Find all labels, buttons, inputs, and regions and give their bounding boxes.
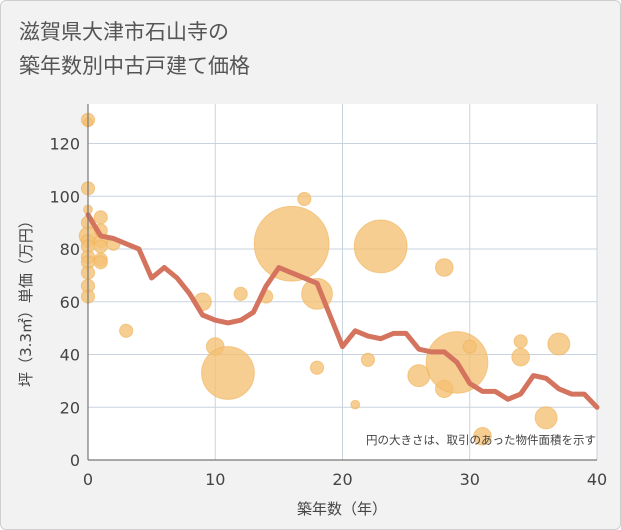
bubble-point	[350, 399, 361, 410]
bubble-point	[201, 346, 255, 400]
bubble-point	[547, 332, 571, 356]
x-axis-label: 築年数（年）	[297, 500, 387, 518]
bubble-point	[93, 210, 108, 225]
bubble-point	[253, 205, 330, 282]
y-tick-label: 40	[60, 346, 80, 365]
y-tick-label: 80	[60, 240, 80, 259]
bubble-point	[360, 352, 376, 367]
bubble-point	[513, 334, 528, 349]
y-tick-label: 20	[60, 398, 80, 417]
trend-line	[85, 212, 600, 410]
x-tick-label: 20	[332, 470, 352, 489]
y-tick-label: 0	[70, 451, 80, 470]
y-tick-label: 120	[49, 135, 80, 154]
x-tick-label: 40	[587, 470, 607, 489]
axes: 0 20 40 60 80 100 120 0 10 20 30 40	[49, 104, 607, 489]
x-tick-label: 10	[205, 470, 225, 489]
bubble-point	[93, 239, 108, 254]
y-tick-label: 100	[49, 187, 80, 206]
chart-title-line-2: 築年数別中古戸建て価格	[19, 54, 250, 78]
x-tick-label: 30	[460, 470, 480, 489]
bubble-point	[233, 286, 248, 301]
chart-title-line-1: 滋賀県大津市石山寺の	[19, 20, 229, 44]
bubble-point	[93, 255, 108, 270]
bubble-point	[473, 426, 492, 446]
bubble-point	[309, 360, 325, 375]
bubble-point	[119, 323, 134, 338]
y-tick-label: 60	[60, 293, 80, 312]
bubble-point	[435, 258, 454, 277]
bubble-point	[353, 219, 408, 274]
chart-title: 滋賀県大津市石山寺の 築年数別中古戸建て価格	[19, 15, 250, 83]
bubble-point	[534, 406, 558, 430]
bubble-point	[511, 347, 530, 367]
size-note: 円の大きさは、取引のあった物件面積を示す	[366, 433, 596, 447]
bubble-point	[462, 339, 477, 354]
bubble-point	[297, 191, 312, 207]
y-axis-label: 坪（3.3㎡）単価（万円）	[17, 213, 35, 387]
x-tick-label: 0	[83, 470, 93, 489]
